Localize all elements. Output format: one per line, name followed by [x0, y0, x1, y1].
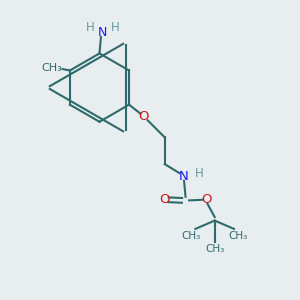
Text: CH₃: CH₃ — [181, 231, 200, 241]
Text: N: N — [98, 26, 107, 38]
Text: O: O — [160, 193, 170, 206]
Text: O: O — [139, 110, 149, 123]
Text: CH₃: CH₃ — [229, 231, 248, 241]
Text: H: H — [111, 21, 120, 34]
Text: O: O — [201, 193, 211, 206]
Text: H: H — [194, 167, 203, 179]
Text: CH₃: CH₃ — [205, 244, 224, 254]
Text: CH₃: CH₃ — [41, 62, 62, 73]
Text: H: H — [86, 21, 95, 34]
Text: N: N — [179, 169, 189, 182]
